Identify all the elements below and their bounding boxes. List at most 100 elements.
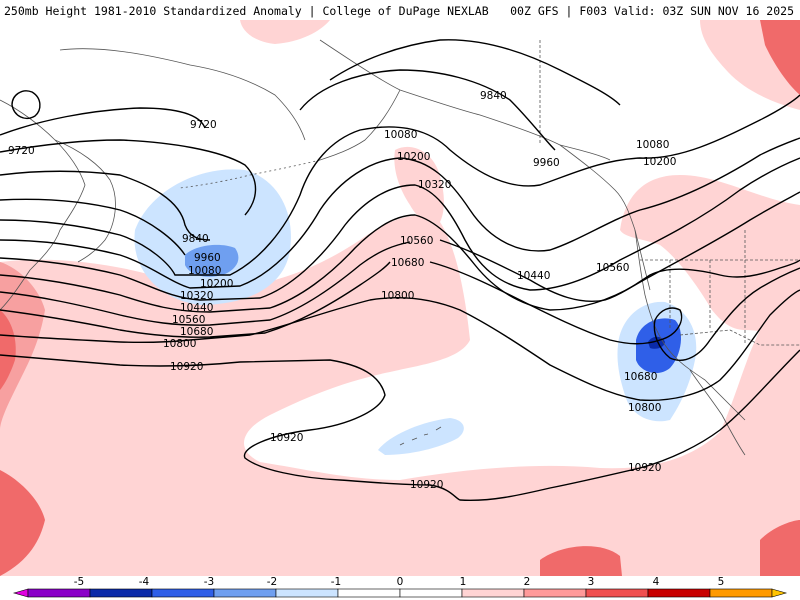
- west-pacific-strong-anomaly: [0, 310, 16, 390]
- positive-anomaly-shading: [0, 20, 800, 576]
- contour-label: 10800: [381, 290, 414, 302]
- colorbar-segment: [461, 588, 525, 598]
- contour-closed-low: [11, 90, 41, 120]
- northeast-strong-anomaly: [760, 20, 800, 95]
- us-west-coastline: [634, 229, 746, 421]
- contour-9720: [0, 107, 206, 136]
- contour-labels: 9720 9720 9840 9840 9960 9960 10080 1008…: [8, 90, 676, 491]
- contour-label: 9720: [8, 145, 35, 157]
- colorbar-segment: [27, 588, 91, 598]
- southwest-strong-anomaly: [0, 470, 45, 576]
- gulf-positive-anomaly: [394, 146, 444, 223]
- colorbar-tick-label: 2: [524, 576, 531, 588]
- contour-label: 9960: [194, 252, 221, 264]
- contour-10320: [0, 157, 800, 301]
- contour-label: 10200: [643, 156, 676, 168]
- contour-label: 10080: [636, 139, 669, 151]
- contour-10800: [0, 289, 800, 402]
- contour-9840-west: [0, 170, 211, 241]
- colorbar-segment: [709, 588, 773, 598]
- contour-label: 9840: [182, 233, 209, 245]
- contour-label: 10440: [517, 270, 550, 282]
- colorbar-ticks: -5 -4 -3 -2 -1 0 1 2 3 4 5: [74, 576, 725, 588]
- contour-label: 10920: [410, 479, 443, 491]
- contour-9960-north: [299, 69, 556, 151]
- contour-label: 10920: [270, 432, 303, 444]
- west-pacific-positive-anomaly: [0, 262, 45, 430]
- colorbar-tick-label: 1: [460, 576, 467, 588]
- colorbar-tick-label: -2: [267, 576, 277, 588]
- contour-label: 10200: [200, 278, 233, 290]
- contour-10200: [0, 137, 800, 289]
- contour-label: 10200: [397, 151, 430, 163]
- contour-label: 10920: [628, 462, 661, 474]
- contour-10560-east: [439, 239, 800, 302]
- contour-label: 10560: [172, 314, 205, 326]
- negative-anomaly-shading: [134, 169, 697, 455]
- colorbar-segments: [12, 588, 788, 598]
- contour-10080: [0, 94, 800, 276]
- colorbar-tick-label: 3: [588, 576, 595, 588]
- contour-10920: [0, 349, 800, 502]
- colorbar-segment: [337, 588, 401, 598]
- colorbar: -5 -4 -3 -2 -1 0 1 2 3 4 5: [12, 576, 788, 598]
- contour-label: 10800: [163, 338, 196, 350]
- colorbar-tick-label: 4: [653, 576, 660, 588]
- hawaii-negative-anomaly: [378, 418, 464, 455]
- contour-label: 9840: [480, 90, 507, 102]
- contour-label: 10680: [180, 326, 213, 338]
- contour-label: 10560: [596, 262, 629, 274]
- contour-label: 9960: [533, 157, 560, 169]
- height-contours: [0, 39, 800, 502]
- hawaii-islands: [399, 426, 442, 446]
- asia-coastline: [0, 99, 86, 311]
- southeast-strong-anomaly: [760, 520, 800, 576]
- tropical-positive-anomaly: [0, 215, 800, 576]
- contour-label: 10320: [418, 179, 451, 191]
- colorbar-tick-label: -5: [74, 576, 84, 588]
- map-title: 250mb Height 1981-2010 Standardized Anom…: [4, 4, 489, 18]
- colorbar-segment: [647, 588, 711, 598]
- colorbar-segment: [399, 588, 463, 598]
- colorbar-segment: [275, 588, 339, 598]
- contour-label: 10080: [188, 265, 221, 277]
- colorbar-tick-label: 5: [718, 576, 725, 588]
- contour-label: 9720: [190, 119, 217, 131]
- contour-10680-east: [429, 261, 800, 361]
- contour-label: 10800: [628, 402, 661, 414]
- contour-label: 10440: [180, 302, 213, 314]
- anomaly-map: 9720 9720 9840 9840 9960 9960 10080 1008…: [0, 20, 800, 576]
- colorbar-segment: [213, 588, 277, 598]
- colorbar-tick-label: -1: [331, 576, 341, 588]
- contour-9960-west: [0, 198, 186, 256]
- colorbar-tick-label: 0: [397, 576, 404, 588]
- aleutian-islands: [179, 159, 321, 189]
- contour-10440: [0, 191, 800, 313]
- northwest-positive-anomaly: [240, 20, 330, 44]
- colorbar-tick-label: -4: [139, 576, 150, 588]
- contour-label: 10680: [391, 257, 424, 269]
- contour-9840-north: [329, 39, 621, 106]
- contour-label: 10080: [384, 129, 417, 141]
- chukotka-coastline: [59, 48, 306, 141]
- colorbar-tick-label: -3: [204, 576, 214, 588]
- coastlines-and-borders: [0, 39, 800, 456]
- contour-9720b: [0, 139, 257, 216]
- contour-label: 10320: [180, 290, 213, 302]
- contour-10680-west: [0, 261, 391, 338]
- alaska-peninsula: [319, 89, 401, 161]
- aleutian-low-mid-anomaly: [185, 244, 239, 277]
- colorbar-segment: [585, 588, 649, 598]
- canada-coastline: [559, 144, 651, 291]
- colorbar-segment: [12, 588, 29, 598]
- colorbar-segment: [151, 588, 215, 598]
- contour-label: 10680: [624, 371, 657, 383]
- baja-coastline: [689, 369, 746, 456]
- south-strong-anomaly: [540, 546, 622, 576]
- colorbar-segment: [523, 588, 587, 598]
- colorbar-segment: [89, 588, 153, 598]
- alaska-coastline: [319, 39, 611, 161]
- valid-time: 00Z GFS | F003 Valid: 03Z SUN NOV 16 202…: [510, 4, 794, 18]
- contour-10560-west: [0, 241, 411, 326]
